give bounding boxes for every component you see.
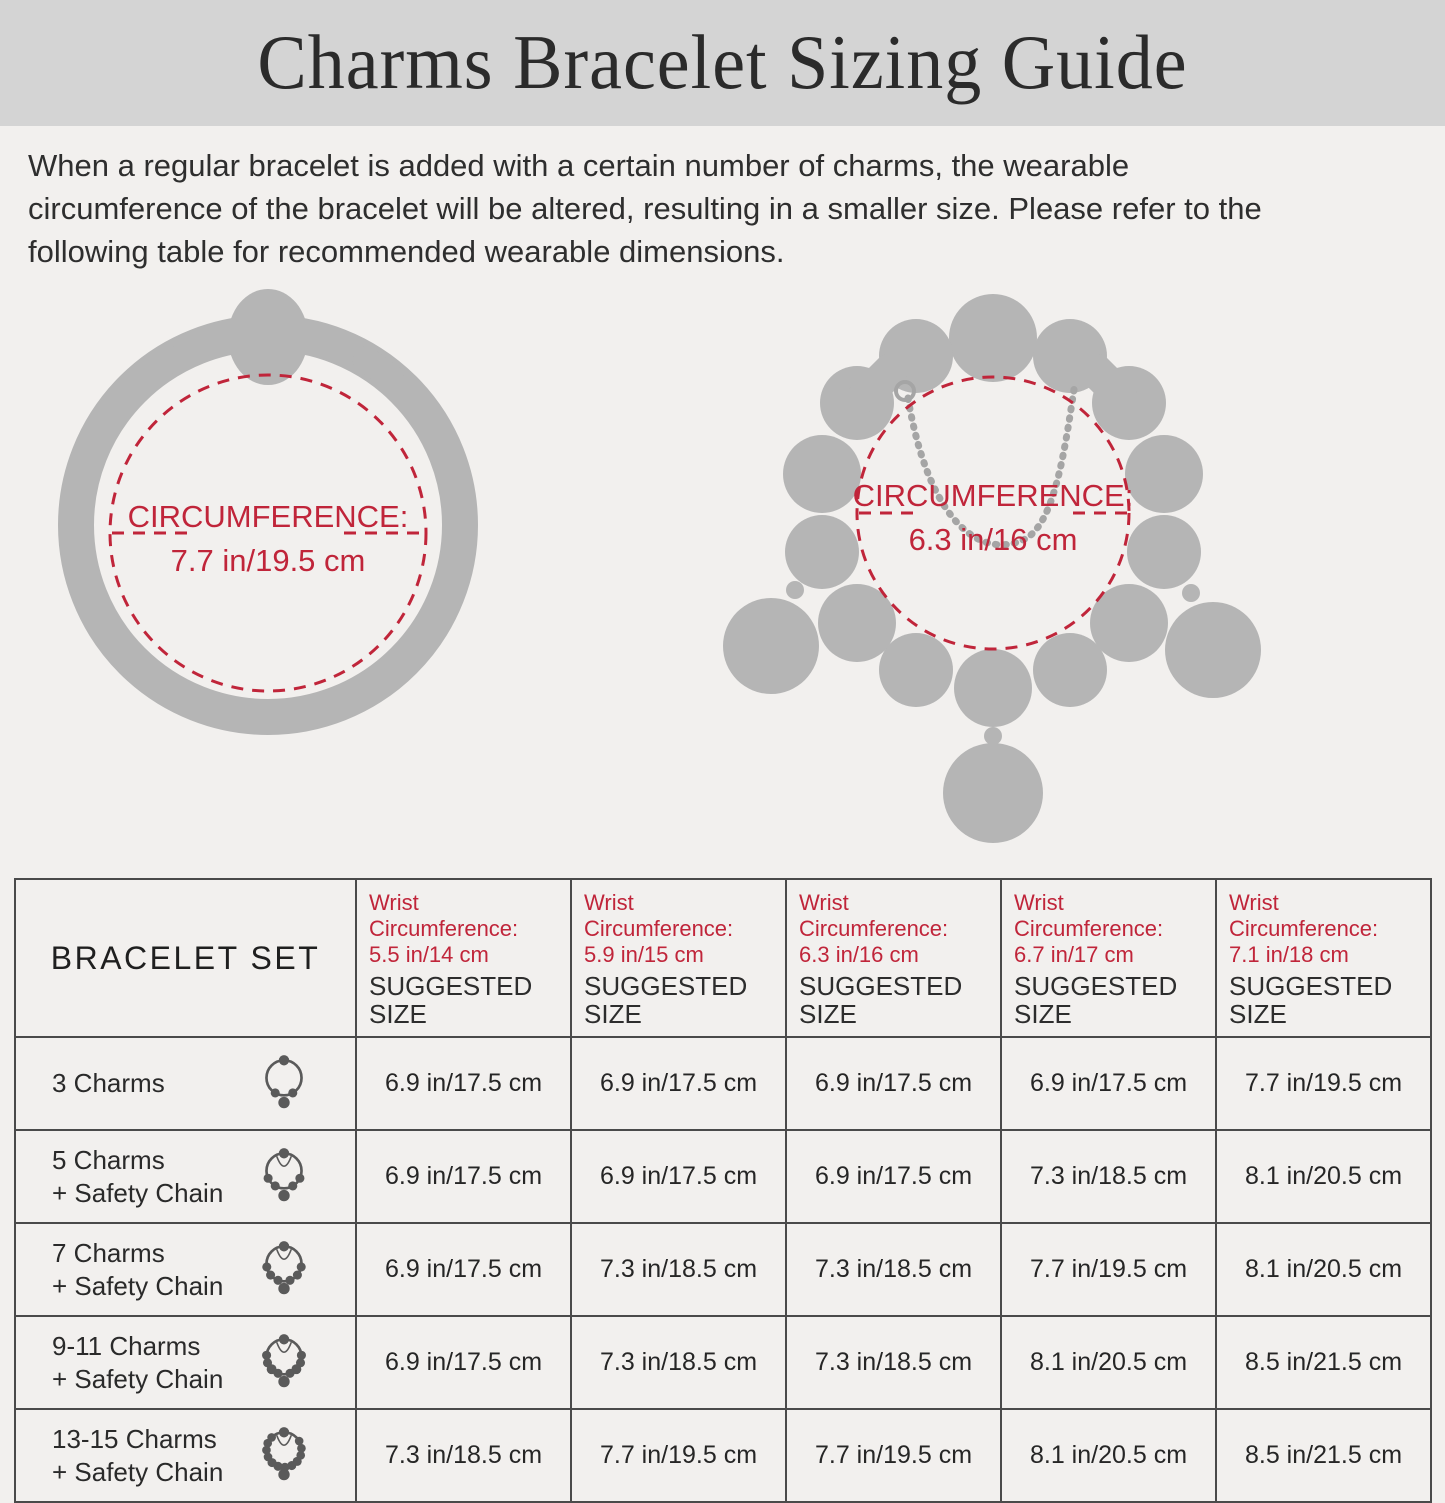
row-sublabel: + Safety Chain bbox=[52, 1270, 224, 1301]
bracelet-set-header: BRACELET SET bbox=[14, 878, 357, 1038]
size-value: 6.9 in/17.5 cm bbox=[1000, 1036, 1217, 1131]
intro-line-2: circumference of the bracelet will be al… bbox=[28, 191, 1262, 226]
column-header-5-9in: Wrist Circumference: 5.9 in/15 cm SUGGES… bbox=[570, 878, 787, 1038]
size-value: 7.3 in/18.5 cm bbox=[570, 1222, 787, 1317]
row-label: 5 Charms bbox=[52, 1144, 165, 1175]
size-value: 8.1 in/20.5 cm bbox=[1215, 1222, 1432, 1317]
column-header-7-1in: Wrist Circumference: 7.1 in/18 cm SUGGES… bbox=[1215, 878, 1432, 1038]
suggested-size-label: SUGGESTED SIZE bbox=[369, 971, 533, 1029]
size-value: 6.9 in/17.5 cm bbox=[785, 1036, 1002, 1131]
size-value: 8.1 in/20.5 cm bbox=[1000, 1315, 1217, 1410]
dangling-charms bbox=[723, 581, 1261, 843]
table-row-13-15-charms: 13-15 Charms + Safety Chain bbox=[14, 1408, 1432, 1503]
suggested-size-label: SUGGESTED SIZE bbox=[1229, 971, 1393, 1029]
size-value: 7.3 in/18.5 cm bbox=[1000, 1129, 1217, 1224]
suggested-size-label: SUGGESTED SIZE bbox=[1014, 971, 1178, 1029]
title-banner: Charms Bracelet Sizing Guide bbox=[0, 0, 1445, 126]
column-header-5-5in: Wrist Circumference: 5.5 in/14 cm SUGGES… bbox=[355, 878, 572, 1038]
bracelet-13-15-charms-icon bbox=[262, 1426, 306, 1480]
size-value: 7.7 in/19.5 cm bbox=[570, 1408, 787, 1503]
size-value: 7.3 in/18.5 cm bbox=[785, 1315, 1002, 1410]
size-value: 6.9 in/17.5 cm bbox=[355, 1315, 572, 1410]
wrist-circumference-label: Wrist Circumference: bbox=[1229, 890, 1379, 941]
plain-bracelet-diagram: CIRCUMFERENCE: 7.7 in/19.5 cm bbox=[58, 289, 478, 735]
wrist-circumference-value: 6.3 in/16 cm bbox=[799, 942, 919, 967]
size-value: 6.9 in/17.5 cm bbox=[570, 1129, 787, 1224]
row-sublabel: + Safety Chain bbox=[52, 1177, 224, 1208]
intro-text: When a regular bracelet is added with a … bbox=[28, 144, 1428, 273]
wrist-circumference-value: 6.7 in/17 cm bbox=[1014, 942, 1134, 967]
row-label: 13-15 Charms bbox=[52, 1423, 217, 1454]
table-header-row: BRACELET SET Wrist Circumference: 5.5 in… bbox=[14, 878, 1432, 1038]
column-header-6-7in: Wrist Circumference: 6.7 in/17 cm SUGGES… bbox=[1000, 878, 1217, 1038]
size-value: 7.3 in/18.5 cm bbox=[570, 1315, 787, 1410]
size-value: 7.7 in/19.5 cm bbox=[1000, 1222, 1217, 1317]
row-sublabel: + Safety Chain bbox=[52, 1456, 224, 1487]
wrist-circumference-label: Wrist Circumference: bbox=[1014, 890, 1164, 941]
table-row-7-charms: 7 Charms + Safety Chain 6.9 in/17.5 c bbox=[14, 1222, 1432, 1317]
band-stopper-left-icon bbox=[132, 346, 184, 390]
size-value: 6.9 in/17.5 cm bbox=[355, 1129, 572, 1224]
circumference-label: CIRCUMFERENCE: bbox=[853, 478, 1134, 513]
wrist-circumference-value: 7.1 in/18 cm bbox=[1229, 942, 1349, 967]
suggested-size-label: SUGGESTED SIZE bbox=[799, 971, 963, 1029]
size-value: 6.9 in/17.5 cm bbox=[785, 1129, 1002, 1224]
circumference-dashed-circle bbox=[855, 375, 1131, 651]
size-value: 8.1 in/20.5 cm bbox=[1000, 1408, 1217, 1503]
barrel-clasp-left-icon bbox=[849, 354, 907, 412]
charm-bracelet-diagram: CIRCUMFERENCE: 6.3 in/16 cm bbox=[723, 294, 1261, 843]
size-value: 8.5 in/21.5 cm bbox=[1215, 1408, 1432, 1503]
bracelet-7-charms-icon bbox=[262, 1240, 306, 1294]
wrist-circumference-label: Wrist Circumference: bbox=[584, 890, 734, 941]
circumference-value: 7.7 in/19.5 cm bbox=[171, 543, 366, 578]
size-value: 6.9 in/17.5 cm bbox=[570, 1036, 787, 1131]
size-value: 6.9 in/17.5 cm bbox=[355, 1222, 572, 1317]
wrist-circumference-value: 5.5 in/14 cm bbox=[369, 942, 489, 967]
size-value: 8.5 in/21.5 cm bbox=[1215, 1315, 1432, 1410]
row-sublabel: + Safety Chain bbox=[52, 1363, 224, 1394]
size-value: 7.3 in/18.5 cm bbox=[785, 1222, 1002, 1317]
size-value: 7.3 in/18.5 cm bbox=[355, 1408, 572, 1503]
size-value: 7.7 in/19.5 cm bbox=[1215, 1036, 1432, 1131]
bracelet-5-charms-icon bbox=[263, 1147, 305, 1201]
table-row-9-11-charms: 9-11 Charms + Safety Chain bbox=[14, 1315, 1432, 1410]
column-header-6-3in: Wrist Circumference: 6.3 in/16 cm SUGGES… bbox=[785, 878, 1002, 1038]
band-stopper-right-icon bbox=[352, 346, 404, 390]
circumference-label: CIRCUMFERENCE: bbox=[128, 499, 409, 534]
bracelet-9-11-charms-icon bbox=[262, 1333, 306, 1387]
table-row-3-charms: 3 Charms 6.9 in/17.5 cm 6.9 in/17.5 cm 6… bbox=[14, 1036, 1432, 1131]
row-label: 3 Charms bbox=[52, 1068, 165, 1098]
size-value: 8.1 in/20.5 cm bbox=[1215, 1129, 1432, 1224]
wrist-circumference-label: Wrist Circumference: bbox=[799, 890, 949, 941]
table-row-5-charms: 5 Charms + Safety Chain 6.9 in/17.5 cm 6… bbox=[14, 1129, 1432, 1224]
size-value: 7.7 in/19.5 cm bbox=[785, 1408, 1002, 1503]
intro-line-3: following table for recommended wearable… bbox=[28, 234, 785, 269]
wrist-circumference-label: Wrist Circumference: bbox=[369, 890, 519, 941]
circumference-dashed-circle bbox=[108, 373, 428, 693]
wrist-circumference-value: 5.9 in/15 cm bbox=[584, 942, 704, 967]
safety-chain bbox=[904, 379, 1079, 549]
barrel-clasp-right-icon bbox=[1079, 354, 1137, 412]
row-label: 9-11 Charms bbox=[52, 1330, 201, 1361]
size-value: 6.9 in/17.5 cm bbox=[355, 1036, 572, 1131]
suggested-size-label: SUGGESTED SIZE bbox=[584, 971, 748, 1029]
row-label: 7 Charms bbox=[52, 1237, 165, 1268]
bracelet-3-charms-icon bbox=[265, 1054, 303, 1108]
intro-line-1: When a regular bracelet is added with a … bbox=[28, 148, 1130, 183]
page-title: Charms Bracelet Sizing Guide bbox=[257, 20, 1188, 106]
bracelet-clasp-icon bbox=[228, 289, 308, 385]
circumference-value: 6.3 in/16 cm bbox=[909, 522, 1078, 557]
sizing-table: BRACELET SET Wrist Circumference: 5.5 in… bbox=[14, 878, 1432, 1503]
